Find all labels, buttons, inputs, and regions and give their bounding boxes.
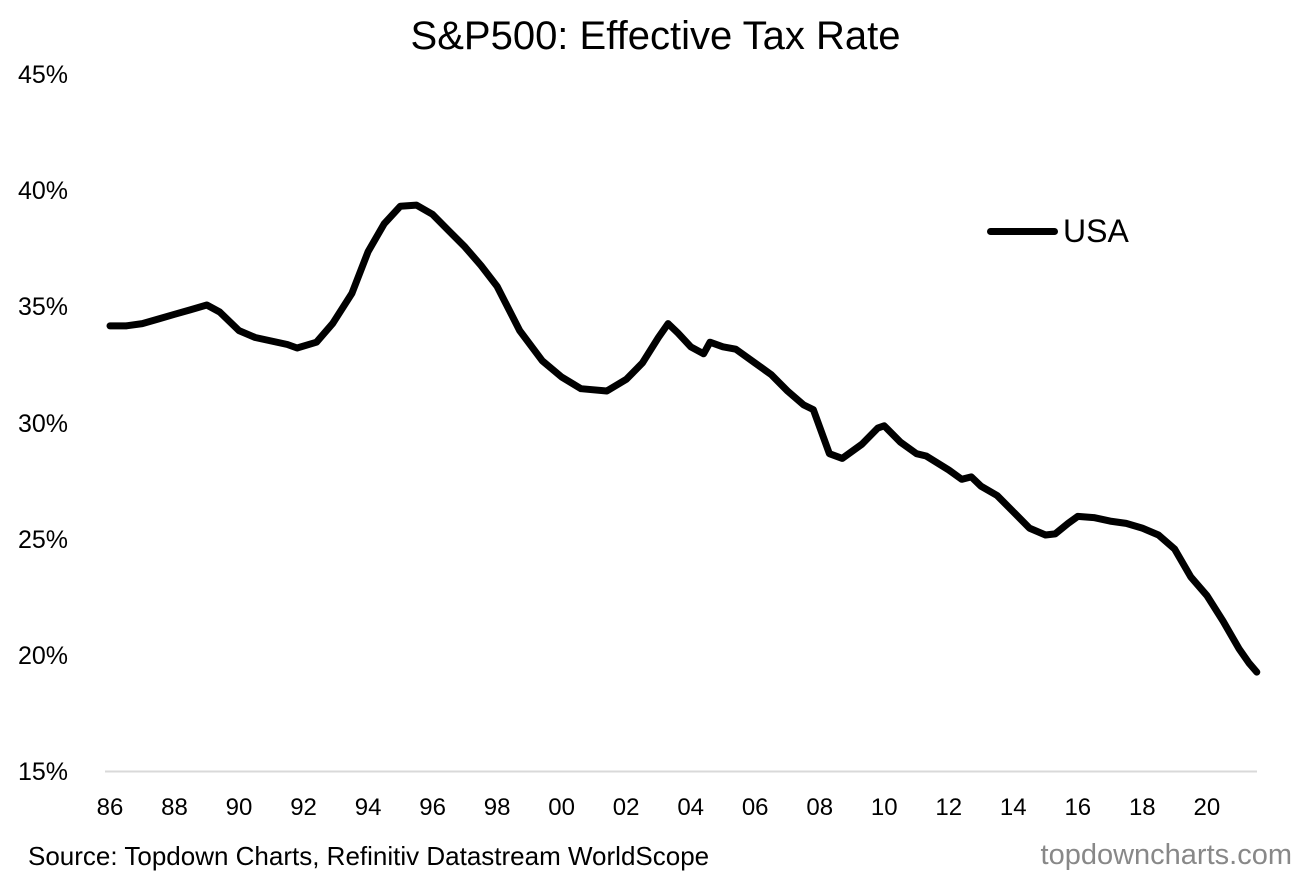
y-tick-label-25pct: 25% xyxy=(18,525,69,554)
x-tick-label-94: 94 xyxy=(354,794,382,821)
x-tick-label-14: 14 xyxy=(999,794,1027,821)
x-tick-label-96: 96 xyxy=(419,794,446,821)
y-tick-label-40pct: 40% xyxy=(18,177,69,206)
x-tick-label-90: 90 xyxy=(225,794,253,821)
legend-line-swatch xyxy=(987,227,1058,235)
x-tick-label-08: 08 xyxy=(806,794,834,821)
x-tick-label-86: 86 xyxy=(96,794,124,821)
x-tick-label-18: 18 xyxy=(1128,794,1156,821)
y-tick-label-20pct: 20% xyxy=(18,641,69,670)
watermark: topdowncharts.com xyxy=(1040,839,1292,871)
x-tick-label-10: 10 xyxy=(870,794,898,821)
legend-series-label: USA xyxy=(1063,213,1129,249)
chart-title: S&P500: Effective Tax Rate xyxy=(410,14,901,58)
x-tick-label-06: 06 xyxy=(741,794,769,821)
x-tick-label-04: 04 xyxy=(677,794,705,821)
x-tick-label-92: 92 xyxy=(290,794,317,821)
y-tick-label-45pct: 45% xyxy=(18,61,69,89)
x-tick-label-16: 16 xyxy=(1064,794,1092,821)
series-line-usa xyxy=(106,201,1261,676)
legend: USA xyxy=(987,213,1129,249)
x-tick-label-00: 00 xyxy=(548,794,575,821)
y-tick-label-15pct: 15% xyxy=(18,758,69,786)
source-attribution: Source: Topdown Charts, Refinitiv Datast… xyxy=(28,841,710,871)
x-tick-label-02: 02 xyxy=(612,794,640,821)
y-tick-label-30pct: 30% xyxy=(18,409,69,438)
x-tick-label-88: 88 xyxy=(161,794,188,821)
y-tick-label-35pct: 35% xyxy=(18,293,69,322)
x-tick-label-98: 98 xyxy=(483,794,511,821)
x-tick-label-12: 12 xyxy=(935,794,963,821)
x-tick-label-20: 20 xyxy=(1193,794,1221,821)
